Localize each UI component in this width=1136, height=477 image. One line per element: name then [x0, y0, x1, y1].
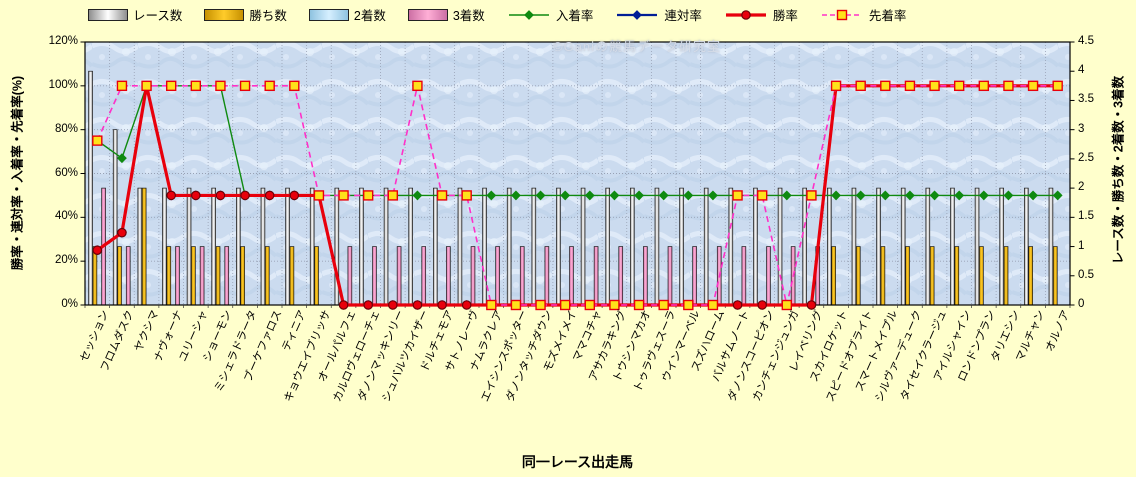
legend-swatch-races-bar-icon [88, 8, 128, 21]
legend-swatch-win_rate-line-icon [725, 9, 766, 20]
right-axis-tick: 1 [1078, 239, 1085, 252]
legend-label: 先着率 [868, 9, 907, 23]
legend-swatch-seconds-bar-icon [308, 8, 349, 21]
legend-item-races: レース数 [88, 5, 182, 24]
legend-item-ahead_rate: 先着率 [820, 5, 907, 24]
right-axis-tick: 4 [1078, 64, 1085, 77]
legend-label: 勝ち数 [249, 9, 287, 23]
right-axis-tick: 4.5 [1078, 35, 1094, 47]
legend-swatch-placing_rate-line-icon [508, 9, 549, 20]
legend-label: レース数 [133, 9, 183, 23]
series-line-ahead_rate [92, 80, 1063, 311]
legend-item-seconds: 2着数 [308, 5, 386, 24]
left-axis-tick: 20% [54, 254, 78, 267]
legend-swatch-thirds-bar-icon [407, 8, 448, 21]
right-axis-tick: 3.5 [1078, 93, 1094, 106]
legend-swatch-ahead_rate-line-icon [821, 9, 862, 20]
left-axis-title: 勝率・連対率・入着率・先着率(%) [10, 75, 25, 271]
x-axis-title: 同一レース出走馬 [521, 454, 634, 470]
legend-swatch-rentai_rate-line-icon [617, 9, 658, 20]
right-axis-tick: 3 [1078, 122, 1085, 135]
left-axis-tick: 120% [48, 35, 78, 47]
right-axis-tick: 1.5 [1078, 210, 1094, 223]
left-axis-tick: 100% [48, 78, 78, 91]
legend-swatch-wins-bar-icon [204, 8, 245, 21]
legend-item-wins: 勝ち数 [204, 5, 287, 24]
series-bars-wins [92, 187, 1058, 306]
right-axis-tick: 2.5 [1078, 151, 1094, 164]
legend-item-win_rate: 勝率 [724, 5, 798, 24]
legend-label: 2着数 [353, 9, 386, 23]
gridlines [85, 42, 1070, 305]
left-axis-tick: 40% [54, 210, 78, 223]
watermark-text: ©Ganiの競馬データ研究室 [553, 39, 722, 54]
left-axis-tick: 60% [54, 166, 78, 179]
left-axis-tick: 0% [61, 298, 78, 310]
legend-label: 3着数 [452, 9, 485, 23]
right-axis-tick: 0.5 [1078, 268, 1094, 281]
legend-label: 勝率 [772, 9, 798, 23]
chart-legend: レース数 勝ち数 2着数 3着数 入着率 連対率 勝率 先着率 [88, 5, 906, 24]
legend-item-thirds: 3着数 [407, 5, 485, 24]
legend-item-placing_rate: 入着率 [507, 5, 594, 24]
left-axis-tick: 80% [54, 122, 78, 135]
right-axis-tick: 0 [1078, 298, 1085, 310]
right-axis-tick: 2 [1078, 181, 1085, 194]
series-bars-races [88, 70, 1054, 306]
legend-label: 入着率 [555, 9, 594, 23]
legend-label: 連対率 [664, 9, 702, 23]
legend-item-rentai_rate: 連対率 [615, 5, 702, 24]
